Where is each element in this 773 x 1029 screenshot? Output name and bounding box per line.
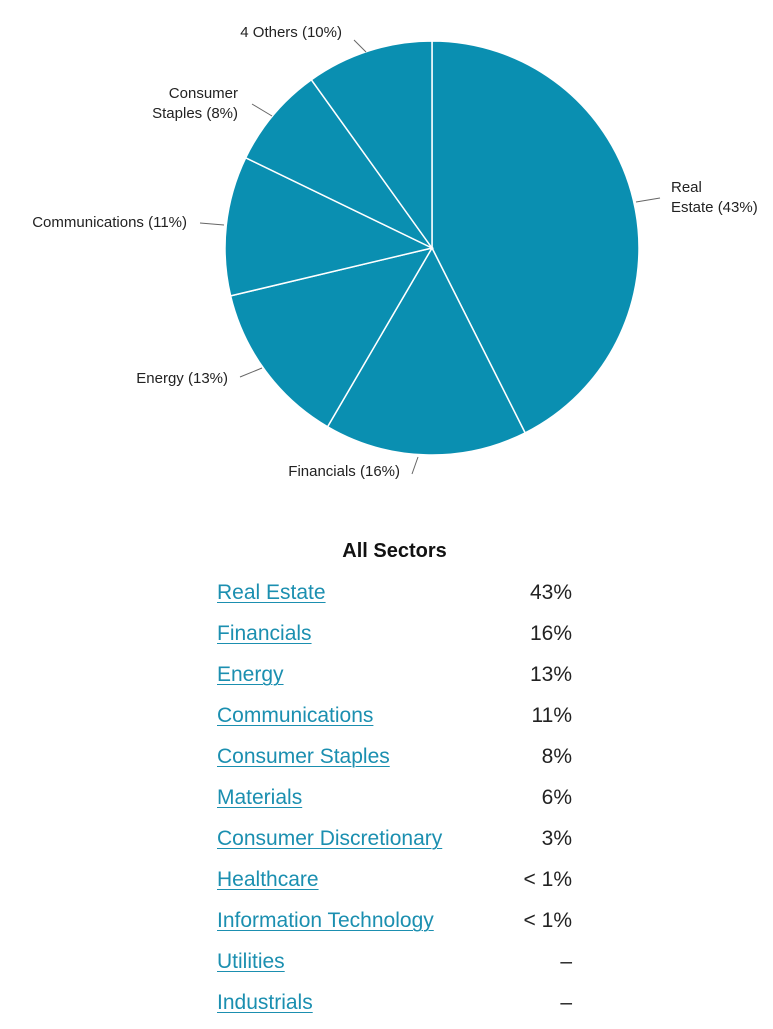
sector-value: 13% (529, 663, 572, 686)
pie-slice-label: Consumer Staples (8%) (152, 85, 238, 122)
sector-row: Materials 6% (0, 778, 773, 819)
pie-leader-line (199, 222, 225, 226)
pie-slice-label: Financials (16%) (288, 463, 400, 480)
sector-value: 43% (529, 581, 572, 604)
pie-slice-label-line: Estate (43%) (671, 199, 758, 216)
sector-row: Information Technology < 1% (0, 901, 773, 942)
sector-link[interactable]: Real Estate (217, 581, 326, 604)
pie-labels: Real Estate (43%) Financials (16%) Energy (… (32, 24, 758, 480)
sector-value: < 1% (523, 868, 572, 891)
sector-link[interactable]: Energy (217, 663, 284, 686)
pie-slice[interactable] (224, 156, 435, 297)
pie-slice-label-line: Staples (8%) (152, 105, 238, 122)
sector-value: 6% (541, 786, 572, 809)
pie-slice-label-line: Energy (13%) (136, 370, 228, 387)
sector-row: Energy 13% (0, 655, 773, 696)
sector-value: – (560, 950, 572, 973)
pie-slice-label: Real Estate (43%) (671, 179, 758, 216)
pie-leader-line (635, 197, 661, 203)
sector-link[interactable]: Consumer Discretionary (217, 827, 443, 850)
all-sectors-title: All Sectors (342, 540, 447, 562)
sector-value: 11% (531, 704, 572, 727)
pie-leader-lines (199, 39, 661, 475)
sector-row: Communications 11% (0, 696, 773, 737)
pie-slice-label-line: Communications (11%) (32, 214, 187, 231)
pie-slices (224, 40, 640, 456)
pie-slice-label: 4 Others (10%) (240, 24, 342, 41)
sector-row: Healthcare < 1% (0, 860, 773, 901)
sector-row: Real Estate 43% (0, 573, 773, 614)
pie-slice[interactable] (244, 78, 433, 249)
sector-row: Consumer Staples 8% (0, 737, 773, 778)
sector-value: 8% (541, 745, 572, 768)
pie-slice-label: Energy (13%) (136, 370, 228, 387)
sector-link[interactable]: Communications (217, 704, 374, 727)
pie-leader-line (251, 103, 273, 117)
sector-link[interactable]: Consumer Staples (217, 745, 390, 768)
pie-slice-label-line: 4 Others (10%) (240, 24, 342, 41)
sector-value: 3% (541, 827, 572, 850)
sector-pie-chart: Real Estate (43%) Financials (16%) Energy (… (32, 24, 758, 480)
sector-row: Financials 16% (0, 614, 773, 655)
sector-link[interactable]: Materials (217, 786, 303, 809)
sector-row: Consumer Discretionary 3% (0, 819, 773, 860)
sector-row: Industrials – (0, 983, 773, 1024)
sector-value: – (560, 991, 572, 1014)
pie-slice-label: Communications (11%) (32, 214, 187, 231)
pie-slice-label-line: Financials (16%) (288, 463, 400, 480)
pie-slice[interactable] (229, 246, 434, 428)
pie-leader-line (353, 39, 367, 53)
all-sectors-section: All Sectors Real Estate 43% Financials 16% E… (0, 540, 773, 1024)
pie-slice[interactable] (310, 40, 433, 251)
pie-leader-line (239, 367, 263, 378)
sector-link[interactable]: Information Technology (217, 909, 434, 932)
pie-slice[interactable] (326, 246, 527, 456)
sector-value: < 1% (523, 909, 572, 932)
sector-row: Utilities – (0, 942, 773, 983)
sector-list: Real Estate 43% Financials 16% Energy 13% Comm… (0, 573, 773, 1024)
sector-link[interactable]: Industrials (217, 991, 313, 1014)
sector-link[interactable]: Healthcare (217, 868, 319, 891)
pie-slice-label-line: Real (671, 179, 702, 196)
sector-link[interactable]: Utilities (217, 950, 285, 973)
pie-slice-label-line: Consumer (169, 85, 238, 102)
pie-leader-line (411, 456, 419, 475)
sector-link[interactable]: Financials (217, 622, 312, 645)
pie-slice[interactable] (431, 40, 640, 434)
sector-value: 16% (529, 622, 572, 645)
